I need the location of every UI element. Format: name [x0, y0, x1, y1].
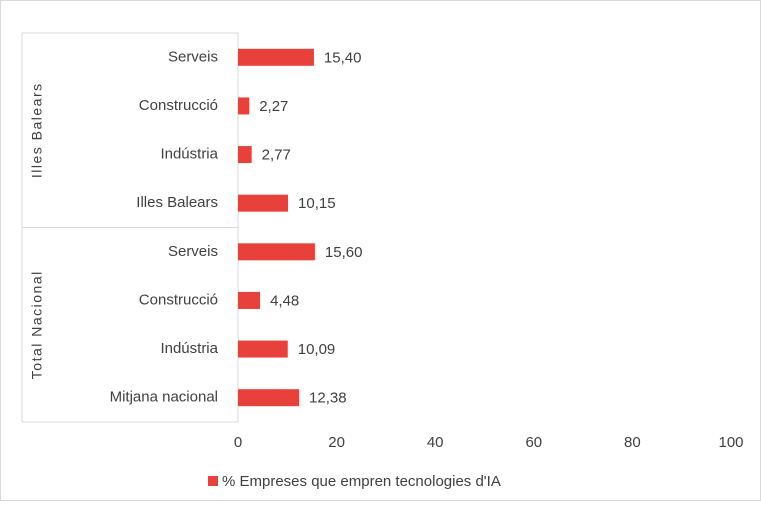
y-tick-label: Mitjana nacional: [110, 389, 218, 406]
bar: [238, 389, 300, 407]
y-tick-label: Construcció: [139, 291, 218, 308]
group-label: Illes Balears: [29, 82, 45, 178]
data-label: 12,38: [309, 390, 347, 407]
data-label: 15,40: [324, 49, 362, 66]
x-tick-label: 0: [234, 434, 242, 451]
bar: [238, 291, 261, 309]
x-tick-label: 40: [427, 434, 444, 451]
x-tick-label: 60: [525, 434, 542, 451]
y-tick-label: Serveis: [168, 243, 218, 260]
bar: [238, 97, 250, 115]
bar: [238, 146, 252, 164]
data-label: 4,48: [270, 292, 299, 309]
y-tick-label: Indústria: [160, 340, 218, 357]
bar: [238, 243, 315, 261]
y-tick-label: Indústria: [160, 146, 218, 163]
data-label: 10,09: [298, 341, 336, 358]
x-tick-label: 100: [718, 434, 743, 451]
y-tick-label: Construcció: [139, 97, 218, 114]
bar: [238, 340, 288, 358]
data-label: 10,15: [298, 195, 336, 212]
bar: [238, 194, 289, 212]
group-label: Total Nacional: [29, 270, 45, 379]
data-label: 2,27: [259, 98, 288, 115]
data-label: 2,77: [262, 147, 291, 164]
y-tick-label: Illes Balears: [136, 194, 218, 211]
data-label: 15,60: [325, 244, 363, 261]
bar: [238, 48, 314, 66]
legend-swatch: [208, 476, 218, 486]
x-tick-label: 80: [624, 434, 641, 451]
y-tick-label: Serveis: [168, 48, 218, 65]
x-tick-label: 20: [328, 434, 345, 451]
legend-label: % Empreses que empren tecnologies d'IA: [222, 473, 501, 490]
